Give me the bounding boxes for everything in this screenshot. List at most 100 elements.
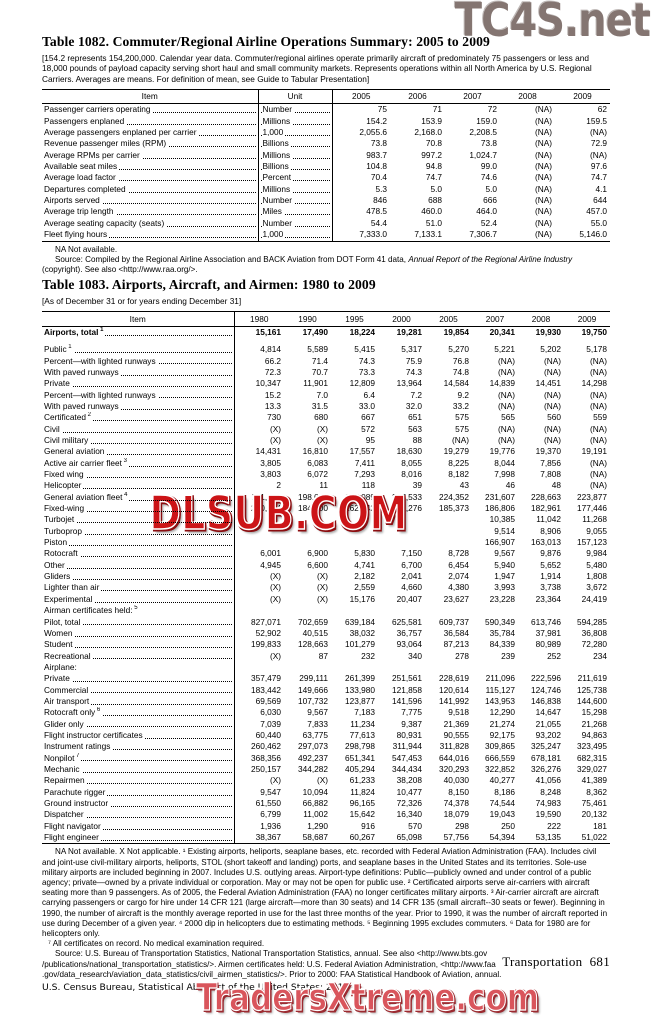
table-cell: 8,186 [494, 786, 515, 797]
table-cell [425, 662, 472, 673]
row-label: Recreational [42, 650, 234, 662]
table-cell: 344,282 [298, 763, 328, 774]
row-label: Glider only [42, 718, 234, 730]
table-cell: 11,268 [582, 514, 607, 525]
table-row: Passengers enplaned Millions 154.2 153.9 159… [42, 115, 610, 128]
table-cell: 311,944 [392, 741, 422, 752]
table-cell: 8,044 [494, 457, 515, 468]
table-cell: (NA) [543, 366, 561, 377]
table-cell: 7,333.0 [331, 229, 390, 242]
table-cell: 5,202 [540, 344, 561, 355]
table-cell [564, 605, 610, 616]
table-cell: 19,776 [489, 446, 515, 457]
table-cell: 2,168.0 [414, 127, 442, 138]
table-cell: 200,094 [233, 503, 284, 515]
table-cell: (NA) [534, 217, 552, 228]
table-row: With paved runways 72.3 70.7 73.3 74.3 74.8 (N… [42, 366, 610, 379]
table-cell: 159.0 [476, 115, 497, 126]
table-cell: 73.3 [358, 366, 375, 377]
row-label: Turbojet [42, 514, 234, 525]
row-label: Average seating capacity (seats) [42, 217, 258, 229]
table-cell [331, 537, 378, 548]
table-cell: 43 [459, 480, 469, 491]
table-row: Rotocraft 6,001 6,900 5,830 7,150 8,728 9,567 9… [42, 548, 610, 560]
table-cell: 5,270 [448, 344, 469, 355]
table-cell: 74.3 [358, 355, 375, 366]
table-cell: 2,055.6 [331, 127, 390, 139]
table-cell: 18,224 [349, 326, 375, 337]
table-cell: 15,176 [349, 593, 375, 604]
table-cell: 224,352 [439, 491, 469, 502]
table-cell: 7,998 [494, 469, 515, 480]
table-cell: 6,072 [307, 469, 328, 480]
table-cell [518, 662, 564, 673]
row-label: With paved runways [42, 400, 234, 412]
table-cell: 7.2 [410, 389, 422, 400]
table-cell: 8,362 [586, 786, 607, 797]
table-cell: 60,440 [233, 729, 284, 742]
table-cell: 77,613 [349, 729, 375, 740]
table-cell: (NA) [543, 400, 561, 411]
table-cell: 121,858 [392, 684, 422, 695]
row-label: Airports, total 1 [42, 326, 234, 338]
row-label: Active air carrier fleet 3 [42, 457, 234, 469]
table-cell: 325,247 [531, 741, 561, 752]
table-cell [233, 605, 284, 617]
table-cell: 31.5 [311, 400, 328, 411]
row-label: General aviation fleet 4 [42, 491, 234, 503]
table-cell: 239 [501, 650, 515, 661]
table-cell: 4.1 [595, 183, 607, 194]
table-1082: Item Unit 2005 2006 2007 2008 2009 Passe… [42, 88, 610, 242]
table-cell: 20,341 [489, 326, 515, 337]
row-label: Repairmen [42, 775, 234, 786]
spacer [233, 338, 610, 345]
table-cell: 107,732 [298, 695, 328, 706]
table-cell: 563 [408, 423, 422, 434]
table-cell: 322,852 [485, 763, 515, 774]
table-cell: (NA) [534, 172, 552, 183]
col-2005: 2005 [331, 88, 390, 105]
table-cell: (X) [233, 435, 284, 447]
table-cell: 181 [593, 820, 607, 831]
table-cell: 11,824 [350, 786, 375, 797]
table-cell: 9,387 [401, 718, 422, 729]
table-row: Gliders (X) (X) 2,182 2,041 2,074 1,947 1,914 1,… [42, 571, 610, 583]
table-row: Available seat miles Billions 104.8 94.8 99.… [42, 161, 610, 173]
table-cell: 115,127 [485, 684, 515, 695]
table-cell: 8,225 [448, 457, 469, 468]
table-cell: 639,184 [345, 616, 375, 627]
table-cell: 38,032 [349, 627, 375, 638]
table-cell [284, 526, 331, 537]
table-cell: 84,339 [489, 639, 515, 650]
table-row: Percent—with lighted runways 66.2 71.4 74.3… [42, 355, 610, 367]
table-1083-header-row: Item 1980 1990 1995 2000 2005 2007 2008 … [42, 311, 610, 327]
table-cell: 39 [412, 480, 422, 491]
table-cell: 217,533 [392, 491, 422, 502]
table-1083-notes: NA Not available. X Not applicable. ¹ Ex… [42, 847, 610, 980]
table-cell: 101,279 [345, 639, 375, 650]
table-row: General aviation 14,431 16,810 17,557 18,630… [42, 446, 610, 458]
note-source-1083: Source: U.S. Bureau of Transportation St… [42, 949, 502, 979]
table-cell: 625,581 [392, 616, 422, 627]
table-cell: (NA) [589, 127, 607, 138]
table-cell: 92,175 [489, 729, 515, 740]
table-cell: 6.4 [363, 389, 375, 400]
table-cell: 62 [597, 104, 607, 115]
table-cell: 211,096 [485, 673, 515, 684]
table-row: Rotocraft only 6 6,030 9,567 7,183 7,775 9,51… [42, 707, 610, 719]
table-cell: 21,055 [535, 718, 561, 729]
table-cell: 87 [318, 650, 328, 661]
table-cell: 58,687 [284, 832, 331, 845]
row-label: Fixed wing [42, 469, 234, 480]
table-cell [233, 525, 284, 538]
table-cell: 23,627 [443, 593, 469, 604]
table-cell: 182,961 [531, 503, 561, 514]
table-cell: 19,590 [535, 809, 561, 820]
table-cell: 7,411 [354, 457, 375, 468]
table-cell: 75,461 [581, 798, 607, 809]
table-cell [378, 605, 425, 616]
table-cell: 97.6 [590, 161, 607, 172]
table-row: Departures completed Millions 5.3 5.0 5.0 (NA… [42, 183, 610, 196]
row-label: Nonpilot 7 [42, 752, 234, 764]
table-cell: 183,276 [392, 503, 422, 514]
